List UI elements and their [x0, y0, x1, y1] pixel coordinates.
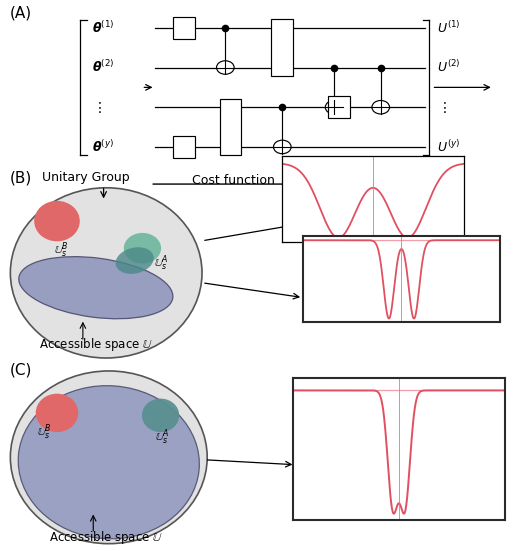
Ellipse shape	[10, 371, 207, 544]
Text: $\mathbb{U}_s^A$: $\mathbb{U}_s^A$	[154, 253, 168, 273]
Text: $\boldsymbol{\theta}^{(2)}$: $\boldsymbol{\theta}^{(2)}$	[92, 59, 114, 76]
Ellipse shape	[142, 399, 179, 432]
Bar	[173, 17, 195, 39]
Text: $\boldsymbol{\theta}^{(y)}$: $\boldsymbol{\theta}^{(y)}$	[92, 139, 113, 155]
Text: $\mathbb{U}_s^B$: $\mathbb{U}_s^B$	[54, 241, 68, 261]
Text: $\vdots$: $\vdots$	[92, 100, 102, 115]
Text: (A): (A)	[9, 6, 32, 21]
Text: $\vdots$: $\vdots$	[437, 100, 447, 115]
Text: $\mathbb{U}_s^B$: $\mathbb{U}_s^B$	[37, 423, 51, 443]
Ellipse shape	[18, 386, 199, 539]
Text: $U^{(1)}$: $U^{(1)}$	[437, 20, 461, 36]
Bar	[173, 136, 195, 158]
Ellipse shape	[10, 188, 202, 358]
Text: $\mathbb{U}_s^A$: $\mathbb{U}_s^A$	[155, 428, 169, 448]
Bar	[328, 96, 350, 118]
Text: $U^{(y)}$: $U^{(y)}$	[437, 139, 460, 155]
Bar	[220, 99, 241, 155]
Text: Accessible space $\mathbb{U}$: Accessible space $\mathbb{U}$	[39, 336, 153, 353]
Ellipse shape	[116, 247, 154, 274]
Text: (C): (C)	[9, 363, 32, 378]
Text: Accessible space $\mathbb{U}$: Accessible space $\mathbb{U}$	[49, 529, 163, 546]
Circle shape	[372, 101, 390, 114]
Text: Cost function: Cost function	[192, 174, 275, 187]
Bar	[271, 19, 293, 76]
Circle shape	[217, 61, 234, 75]
Ellipse shape	[34, 201, 80, 241]
Ellipse shape	[36, 394, 78, 432]
Circle shape	[325, 101, 343, 114]
Text: Landscape: Landscape	[376, 171, 443, 183]
Ellipse shape	[19, 257, 173, 319]
Text: Unitary Group: Unitary Group	[41, 171, 130, 183]
Text: $U^{(2)}$: $U^{(2)}$	[437, 59, 461, 76]
Circle shape	[274, 140, 291, 153]
Text: (B): (B)	[9, 171, 32, 186]
Ellipse shape	[124, 233, 161, 264]
Text: $\boldsymbol{\theta}^{(1)}$: $\boldsymbol{\theta}^{(1)}$	[92, 20, 114, 36]
